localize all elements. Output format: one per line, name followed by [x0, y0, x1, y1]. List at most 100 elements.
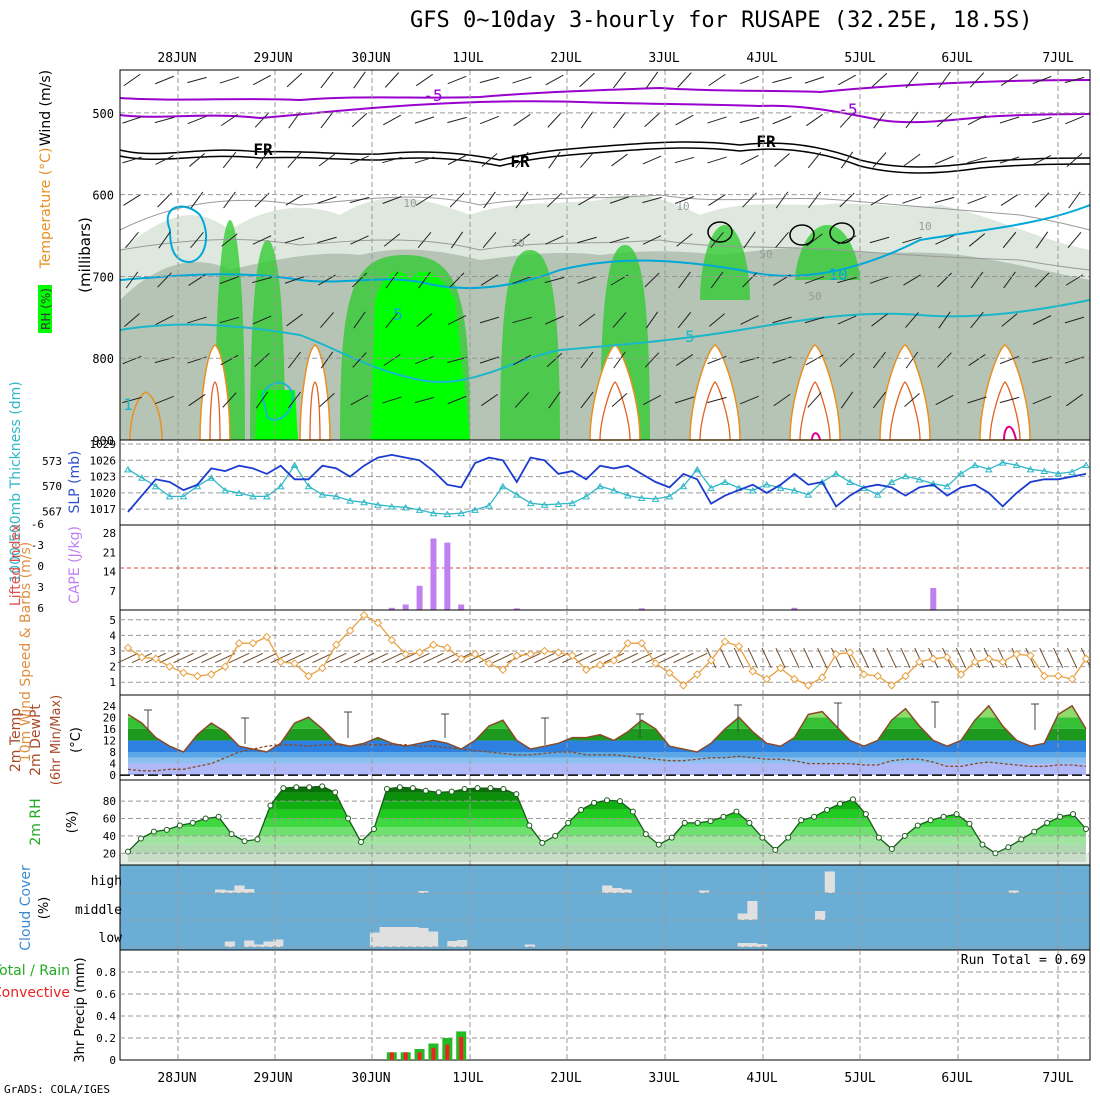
rh-point [1070, 811, 1077, 818]
wind-barb [1035, 231, 1049, 249]
thickness-tick-0: 567 [42, 506, 62, 519]
wind-barb [839, 192, 855, 208]
wind-barb-10m [955, 647, 967, 669]
thickness-point [221, 486, 230, 494]
wind-barb [220, 113, 239, 127]
li-tick-1: -3 [31, 539, 44, 552]
cape-bar [416, 585, 423, 610]
wind-barb [252, 315, 272, 325]
wind-barb [938, 71, 951, 89]
wind-barb [773, 393, 791, 407]
rh-point [319, 783, 326, 790]
temp-band-6 [128, 705, 1086, 718]
wind-barb [222, 392, 237, 408]
rh-point [578, 806, 585, 813]
temp-contour-10 [119, 299, 1091, 383]
wind-barb [252, 74, 272, 86]
wind-barb-10m [534, 652, 555, 664]
rh-point [409, 785, 416, 792]
wind-barb [1002, 231, 1017, 249]
thickness-point [776, 484, 785, 491]
precip-convective-bar [431, 1047, 436, 1060]
wind-barb [938, 311, 951, 329]
thickness-point [679, 482, 688, 490]
rh-point [940, 813, 947, 820]
rh-tick-0: 20 [103, 847, 116, 860]
rh-point [1005, 844, 1012, 851]
wind-speed-point [693, 670, 702, 679]
cloud-axis-label: Cloud Cover [18, 865, 34, 951]
rh-plume-bright [370, 271, 470, 440]
rh-band-8 [128, 786, 1086, 793]
li-tick-2: 0 [37, 560, 44, 573]
thickness-point [179, 492, 188, 500]
wind-barb [999, 396, 1020, 404]
thickness-point [623, 492, 632, 499]
rh-plume-3 [500, 250, 560, 440]
wind-barb [577, 276, 597, 284]
temp-band-0 [128, 763, 1086, 776]
rh-point [629, 808, 636, 815]
wind-barb [349, 196, 370, 204]
wind-barb [546, 352, 563, 368]
wind-barb [254, 352, 270, 368]
thickness-point [1040, 467, 1049, 475]
thickness-point [929, 480, 938, 487]
wind-barb [1067, 232, 1082, 248]
rh-point [370, 825, 377, 832]
wind-barb [450, 231, 464, 249]
cape-bar [402, 604, 409, 610]
wind-barb [320, 351, 334, 369]
wind-legend-label: Wind (m/s) [38, 70, 54, 146]
thickness-point [401, 503, 410, 511]
temp-axis-label-2: 2m DewPt [28, 704, 44, 776]
cloud-axis-unit: (%) [37, 897, 52, 920]
rh-point [487, 785, 494, 792]
wind-barb [871, 313, 888, 327]
wind-barb [288, 351, 301, 369]
rh-point [552, 832, 559, 839]
rh-tick-2: 60 [103, 813, 116, 826]
date-label-top-5: 3JUL [648, 51, 679, 66]
wind-barb [905, 312, 919, 328]
upper-air-panel: -5 -5 FR FR FR 10 10 50 50 50 10 5 5 10 1 500 600 700 800 9… [38, 69, 1091, 448]
warm-spike-inner-6 [989, 381, 1021, 441]
wind-speed-point [1067, 674, 1077, 684]
wind-barb [385, 271, 399, 289]
wind-barb [707, 156, 727, 164]
freezing-line-b [119, 147, 1091, 174]
cape-tick-3: 28 [103, 527, 116, 540]
rh-legend-label: RH (%) [39, 288, 53, 330]
thickness-point [915, 475, 924, 483]
cloud-level-label-1: middle [75, 903, 122, 918]
wind-barb [969, 72, 985, 88]
cloud-high-bar [1008, 890, 1019, 893]
cloud-panel: high middle low Cloud Cover (%) [18, 864, 1091, 951]
contour-label-12: 5 [685, 327, 695, 346]
wind-barb [418, 271, 431, 289]
wind-barb [774, 153, 790, 167]
wind-barb [254, 112, 270, 128]
wind-barb [545, 315, 564, 325]
precip-convective-bar [403, 1052, 408, 1060]
temp-axis-label-4: (°C) [69, 727, 84, 753]
rh-point [1031, 828, 1038, 835]
wind-speed-point [429, 640, 438, 650]
rh-point [345, 815, 352, 822]
rh-point [772, 846, 779, 853]
freezing-line-a [119, 141, 1091, 168]
precip-convective-bar [417, 1052, 422, 1060]
wind-barb [447, 356, 467, 364]
wind-barb [869, 236, 890, 244]
wind-barb [254, 192, 270, 208]
cloud-low-bar [244, 940, 255, 947]
wind-barb [644, 352, 660, 368]
thickness-point [346, 497, 355, 504]
rh-tick-3: 80 [103, 795, 116, 808]
wind-barb [546, 192, 563, 208]
wind-barb [1000, 73, 1019, 87]
rh-point [422, 787, 429, 794]
wind-barb [482, 231, 497, 249]
contour-label-13: 10 [828, 265, 847, 284]
